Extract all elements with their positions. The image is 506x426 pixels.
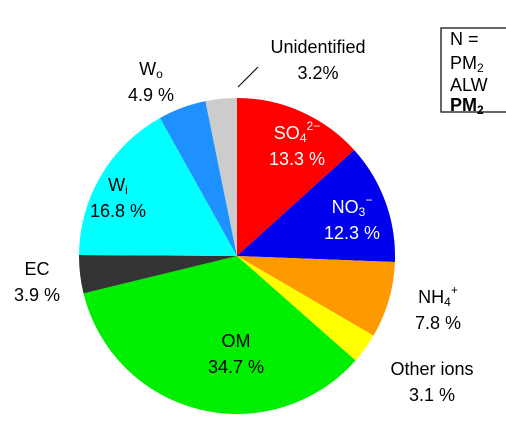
value-label: 34.7 % xyxy=(208,357,264,377)
label-sub: 3 xyxy=(359,205,366,219)
pie-slice xyxy=(83,256,356,415)
label-text: ALW xyxy=(450,75,488,95)
label-sub: 2 xyxy=(477,103,484,117)
label-sub: o xyxy=(156,67,163,81)
label: Other ions xyxy=(390,359,473,379)
label-sup: 2− xyxy=(307,119,321,133)
annotation: PM2 xyxy=(450,53,484,75)
label: Wi xyxy=(108,175,128,197)
label-text: NO xyxy=(332,197,359,217)
label: Wo xyxy=(139,59,163,81)
value-label: 12.3 % xyxy=(324,223,380,243)
pie-slice xyxy=(79,255,237,294)
label-text: SO xyxy=(274,123,300,143)
label-text: Unidentified xyxy=(270,37,365,57)
pie-slice xyxy=(237,150,395,262)
label-sup: + xyxy=(451,283,458,297)
pie-slice xyxy=(79,118,238,256)
value-label: 16.8 % xyxy=(90,201,146,221)
label: NO3− xyxy=(332,193,373,219)
annotation: N = xyxy=(450,29,479,49)
label-text: PM xyxy=(450,95,477,115)
value-label: 13.3 % xyxy=(269,149,325,169)
label-sub: i xyxy=(125,183,128,197)
legend-box xyxy=(440,27,506,113)
label-text: N = xyxy=(450,29,479,49)
label: Unidentified xyxy=(270,37,365,57)
annotation: ALW xyxy=(450,75,488,95)
label: EC xyxy=(24,259,49,279)
pie-slice xyxy=(237,98,355,256)
label-sub: 4 xyxy=(300,131,307,145)
pie-slice xyxy=(237,256,374,361)
leader-line xyxy=(237,66,259,88)
value-label: 3.1 % xyxy=(409,385,455,405)
label: SO42− xyxy=(274,119,320,145)
pie-slice xyxy=(205,98,237,256)
value-label: 7.8 % xyxy=(415,313,461,333)
label-text: PM xyxy=(450,53,477,73)
label: NH4+ xyxy=(418,283,458,309)
pie-slice xyxy=(237,256,395,336)
label-text: NH xyxy=(418,287,444,307)
label-text: EC xyxy=(24,259,49,279)
value-label: 3.2% xyxy=(297,63,338,83)
label-sub: 4 xyxy=(444,295,451,309)
label-sup: − xyxy=(365,193,372,207)
label: OM xyxy=(222,331,251,351)
value-label: 3.9 % xyxy=(14,285,60,305)
label-sub: 2 xyxy=(477,61,484,75)
value-label: 4.9 % xyxy=(128,85,174,105)
label-text: OM xyxy=(222,331,251,351)
annotation: PM2 xyxy=(450,95,484,117)
label-text: Other ions xyxy=(390,359,473,379)
label-text: W xyxy=(108,175,125,195)
pie-slice xyxy=(160,101,237,257)
label-text: W xyxy=(139,59,156,79)
